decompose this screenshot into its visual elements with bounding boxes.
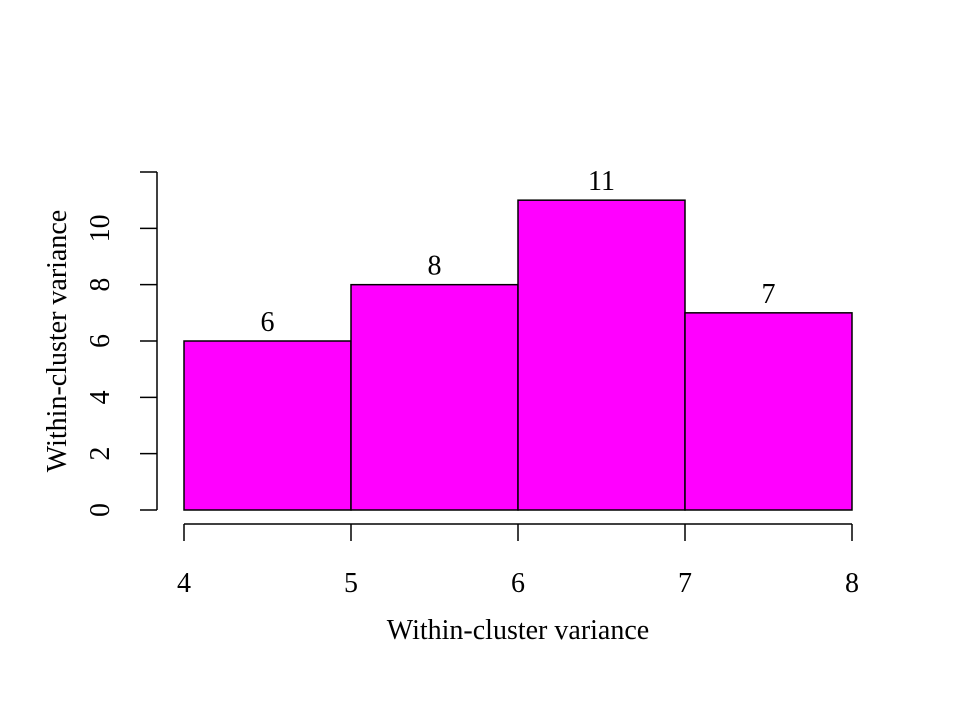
y-tick-label-3: 6 xyxy=(85,334,116,348)
x-ticks-group: 4 5 6 7 8 xyxy=(177,524,859,599)
bar-value-label-0: 6 xyxy=(261,307,275,338)
x-tick-label-3: 7 xyxy=(678,568,692,599)
bar-2 xyxy=(517,199,686,511)
x-axis-label: Within-cluster variance xyxy=(387,615,649,646)
bar-3 xyxy=(684,312,853,511)
y-tick-label-2: 4 xyxy=(85,390,116,404)
bar-value-label-2: 11 xyxy=(588,166,615,197)
x-tick-label-0: 4 xyxy=(177,568,191,599)
y-tick-label-0: 0 xyxy=(85,503,116,517)
x-tick-label-4: 8 xyxy=(845,568,859,599)
bar-0 xyxy=(183,340,352,511)
bar-value-label-1: 8 xyxy=(428,251,442,282)
y-tick-label-5: 10 xyxy=(85,214,116,242)
x-tick-label-1: 5 xyxy=(344,568,358,599)
x-tick-label-2: 6 xyxy=(511,568,525,599)
y-tick-label-4: 8 xyxy=(85,278,116,292)
y-ticks-group: 0 2 4 6 8 10 xyxy=(85,171,157,517)
bar-labels-group: 6 8 11 7 xyxy=(261,166,776,338)
bar-value-label-3: 7 xyxy=(762,279,776,310)
y-axis-label: Within-cluster variance xyxy=(42,210,73,472)
y-tick-label-1: 2 xyxy=(85,447,116,461)
bar-1 xyxy=(350,283,519,511)
bars-group xyxy=(183,199,853,511)
